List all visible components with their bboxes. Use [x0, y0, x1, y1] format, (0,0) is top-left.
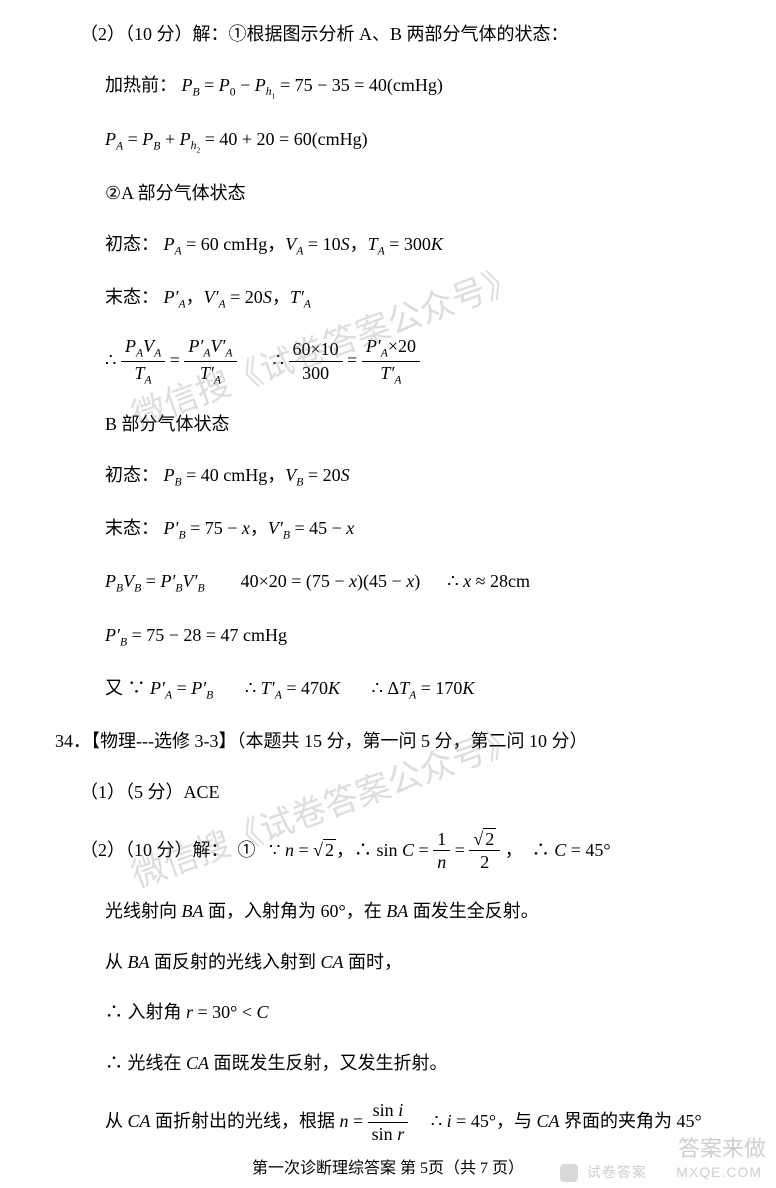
chat-icon [560, 1164, 578, 1182]
line-ca-in: 从 BA 面反射的光线入射到 CA 面时， [50, 948, 736, 977]
a-initial-label: 初态： [105, 234, 159, 254]
line-ba: 光线射向 BA 面，入射角为 60°，在 BA 面发生全反射。 [50, 897, 736, 926]
b-final: 末态： P′B = 75 − x，V′B = 45 − x [50, 514, 736, 545]
a-section-label: ②A 部分气体状态 [50, 179, 736, 208]
q34-header: 34．【物理---选修 3-3】（本题共 15 分，第一问 5 分，第二问 10… [50, 727, 736, 756]
b-section-label: B 部分气体状态 [50, 410, 736, 439]
label-before-heat: 加热前： [105, 75, 177, 95]
a-final-label: 末态： [105, 287, 159, 307]
b-initial: 初态： PB = 40 cmHg，VB = 20S [50, 461, 736, 492]
corner-sub-text: 试卷答案 [587, 1164, 647, 1180]
q34-p2-header: （2）（10 分）解： ① ∵ n = 2，∴ sin C = 1n = 22 … [50, 829, 736, 875]
b-initial-label: 初态： [105, 465, 159, 485]
corner-watermark: 答案来做 [678, 1131, 766, 1163]
q34-p1: （1）（5 分）ACE [50, 778, 736, 807]
page-content: （2）（10 分）解：①根据图示分析 A、B 两部分气体的状态： 加热前： PB… [0, 0, 776, 1188]
corner-watermark-sub: 试卷答案 MXQE.COM [560, 1162, 762, 1182]
a-final: 末态： P′A，V′A = 20S，T′A [50, 283, 736, 314]
final-line: 又 ∵ P′A = P′B ∴ T′A = 470K ∴ ΔTA = 170K [50, 674, 736, 705]
ca-refract: 从 CA 面折射出的光线，根据 n = sin isin r ∴ i = 45°… [50, 1100, 736, 1146]
eq-pb: PB = P0 − Ph1 = 75 − 35 = 40(cmHg) [182, 75, 443, 95]
ca-result: ∴ 光线在 CA 面既发生反射，又发生折射。 [50, 1049, 736, 1078]
corner-url-text: MXQE.COM [676, 1164, 762, 1180]
pb-prime: P′B = 75 − 28 = 47 cmHg [50, 621, 736, 652]
a-ratio: ∴ PAVATA = P′AV′AT′A ∴ 60×10300 = P′A×20… [50, 336, 736, 387]
q2-header: （2）（10 分）解：①根据图示分析 A、B 两部分气体的状态： [50, 20, 736, 49]
angle-r: ∴ 入射角 r = 30° < C [50, 998, 736, 1027]
q2-before-heat: 加热前： PB = P0 − Ph1 = 75 − 35 = 40(cmHg) [50, 71, 736, 103]
eq-pa: PA = PB + Ph2 = 40 + 20 = 60(cmHg) [50, 125, 736, 157]
a-initial: 初态： PA = 60 cmHg，VA = 10S，TA = 300K [50, 230, 736, 261]
b-eq: PBVB = P′BV′B 40×20 = (75 − x)(45 − x) ∴… [50, 567, 736, 598]
b-final-label: 末态： [105, 518, 159, 538]
